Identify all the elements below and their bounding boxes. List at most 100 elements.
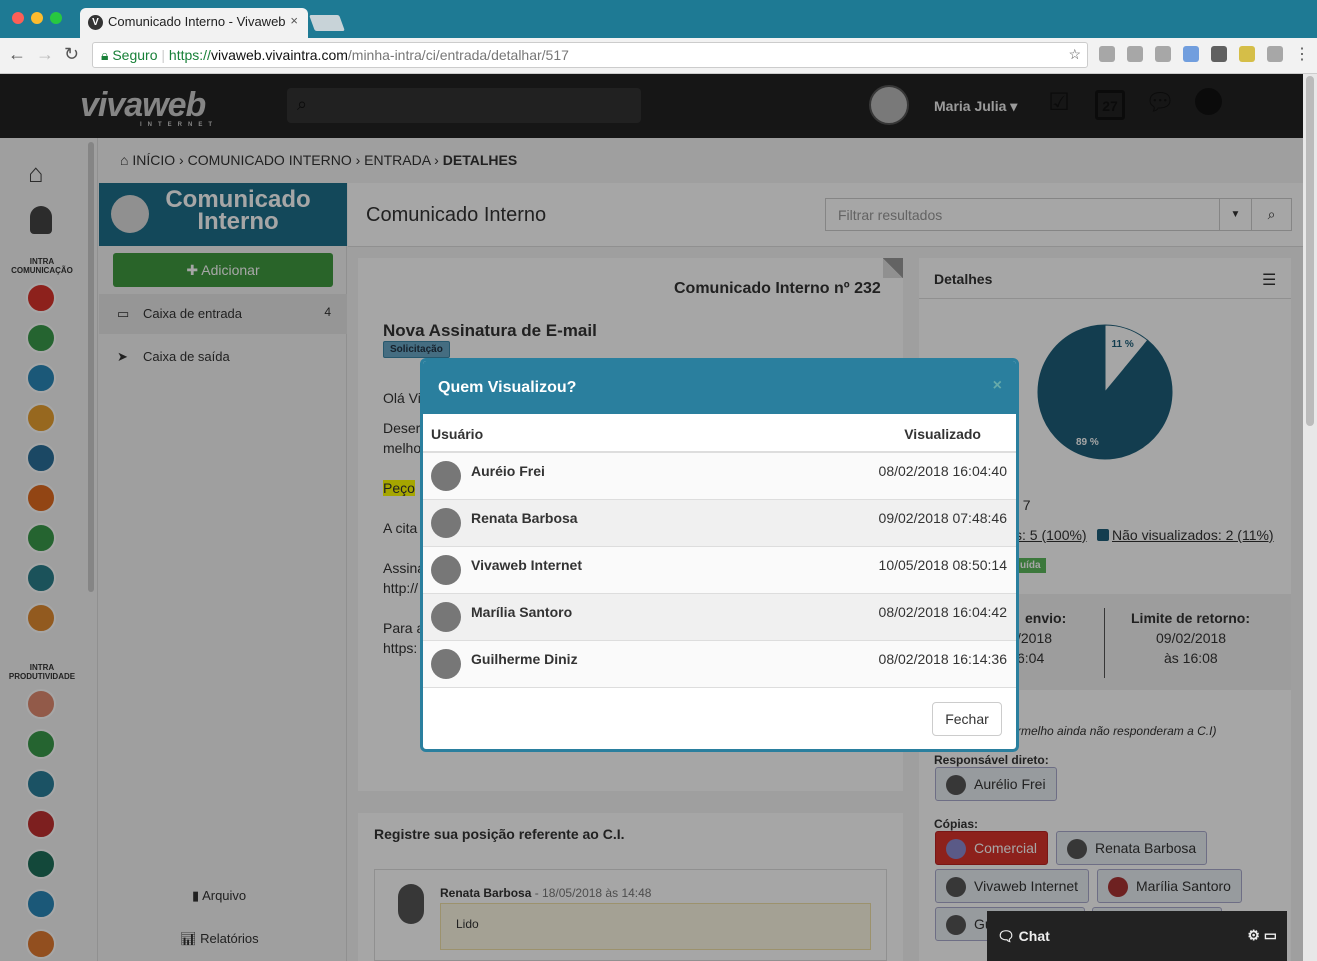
module-icon[interactable] bbox=[26, 689, 56, 719]
responsible-user[interactable]: Aurélio Frei bbox=[935, 767, 1057, 801]
calendar-icon[interactable]: 27 bbox=[1095, 90, 1125, 120]
chat-settings-icon: ⚙ ▭ bbox=[1247, 927, 1277, 943]
chat-bubbles-icon[interactable]: 💬︎ bbox=[1145, 89, 1176, 116]
secure-label: Seguro bbox=[112, 47, 158, 63]
module-icon[interactable] bbox=[26, 323, 56, 353]
extension-icon[interactable] bbox=[1183, 46, 1199, 62]
copy-user[interactable]: Renata Barbosa bbox=[1056, 831, 1208, 865]
breadcrumb-current: DETALHES bbox=[442, 152, 518, 168]
copy-user[interactable]: Marília Santoro bbox=[1097, 869, 1242, 903]
doc-line: A cita bbox=[383, 520, 418, 536]
minimize-window-button[interactable] bbox=[31, 12, 43, 24]
type-badge: Solicitação bbox=[383, 341, 450, 358]
bookmark-star-icon[interactable]: ☆ bbox=[1068, 46, 1081, 62]
breadcrumb-home[interactable]: INÍCIO bbox=[132, 152, 176, 168]
url-path: /minha-intra/ci/entrada/detalhar/517 bbox=[347, 47, 569, 63]
doc-line: melho bbox=[383, 440, 422, 456]
module-icon[interactable] bbox=[26, 403, 56, 433]
module-icon[interactable] bbox=[26, 849, 56, 879]
user-icon[interactable] bbox=[30, 206, 52, 234]
reload-icon[interactable]: ↻ bbox=[64, 44, 80, 64]
doc-link[interactable]: http:// bbox=[383, 580, 419, 596]
details-title: Detalhes bbox=[934, 271, 993, 287]
filter-search-button[interactable]: ⌕ bbox=[1251, 198, 1292, 231]
doc-line-highlight: Peço bbox=[383, 480, 415, 496]
tab-title: Comunicado Interno - Vivaweb bbox=[108, 14, 286, 29]
module-icon[interactable] bbox=[26, 363, 56, 393]
module-icon[interactable] bbox=[26, 729, 56, 759]
module-icon[interactable] bbox=[26, 483, 56, 513]
send-date: /2018 bbox=[1017, 630, 1053, 646]
back-icon[interactable]: ← bbox=[8, 44, 26, 64]
page-scrollbar[interactable] bbox=[1303, 74, 1317, 961]
forward-icon[interactable]: → bbox=[36, 44, 54, 64]
filter-dropdown-button[interactable]: ▼ bbox=[1219, 198, 1252, 231]
paper-plane-icon: ➤ bbox=[117, 349, 128, 364]
url-host: vivaweb.vivaintra.com bbox=[210, 47, 348, 63]
maximize-window-button[interactable] bbox=[50, 12, 62, 24]
extension-icon[interactable] bbox=[1127, 46, 1143, 62]
send-label: envio: bbox=[1025, 610, 1067, 626]
modal-header: Quem Visualizou? bbox=[423, 361, 1016, 414]
home-icon[interactable]: ⌂ bbox=[28, 158, 44, 188]
address-bar[interactable]: 🔒︎ Seguro | https://vivaweb.vivaintra.co… bbox=[92, 42, 1088, 68]
inbox-item[interactable]: ▭ Caixa de entrada 4 bbox=[99, 294, 347, 334]
archive-link[interactable]: ▮ Arquivo bbox=[192, 888, 247, 903]
legend-swatch bbox=[1097, 529, 1109, 541]
module-icon[interactable] bbox=[26, 603, 56, 633]
nav-scrollbar[interactable] bbox=[88, 142, 94, 592]
user-menu[interactable]: Maria Julia ▾ bbox=[934, 98, 1018, 114]
module-icon[interactable] bbox=[26, 889, 56, 919]
close-tab-icon[interactable]: × bbox=[290, 13, 298, 28]
avatar bbox=[398, 884, 424, 924]
avatar bbox=[431, 461, 461, 491]
global-search-input[interactable]: ⌕ bbox=[287, 88, 641, 123]
lock-icon: 🔒︎ bbox=[101, 47, 113, 63]
close-icon[interactable]: × bbox=[992, 377, 1002, 394]
extension-icon[interactable] bbox=[1099, 46, 1115, 62]
close-button[interactable]: Fechar bbox=[932, 702, 1002, 736]
chart-extension-icon[interactable] bbox=[1239, 46, 1255, 62]
reports-link[interactable]: 📊︎ Relatórios bbox=[180, 931, 259, 946]
tasks-check-icon[interactable]: ☑ bbox=[1048, 89, 1070, 116]
copy-user[interactable]: Vivaweb Internet bbox=[935, 869, 1090, 903]
module-icon[interactable] bbox=[26, 809, 56, 839]
close-window-button[interactable] bbox=[12, 12, 24, 24]
plus-icon: ✚ bbox=[186, 262, 202, 278]
checkbox-extension-icon[interactable] bbox=[1211, 46, 1227, 62]
user-name: Marília Santoro bbox=[471, 604, 573, 620]
extension-icon[interactable] bbox=[1267, 46, 1283, 62]
breadcrumb-ci[interactable]: COMUNICADO INTERNO bbox=[187, 152, 352, 168]
new-tab-button[interactable] bbox=[309, 15, 345, 31]
viewed-link[interactable]: s: 5 (100%) bbox=[1015, 527, 1087, 543]
browser-tab[interactable]: V Comunicado Interno - Vivaweb × bbox=[80, 8, 308, 38]
module-icon[interactable] bbox=[26, 283, 56, 313]
camera-extension-icon[interactable] bbox=[1155, 46, 1171, 62]
doc-link[interactable]: https: bbox=[383, 640, 418, 656]
outbox-item[interactable]: ➤ Caixa de saída bbox=[117, 349, 230, 364]
module-title: Comunicado Interno bbox=[165, 186, 311, 235]
filter-input[interactable]: Filtrar resultados bbox=[825, 198, 1220, 231]
views-donut-chart: 11 % 89 % bbox=[1037, 324, 1173, 460]
note: rmelho ainda não responderam a C.I) bbox=[1017, 724, 1217, 738]
donut-slice bbox=[1037, 324, 1173, 460]
add-button[interactable]: ✚ Adicionar bbox=[113, 253, 333, 287]
user-avatar[interactable] bbox=[869, 85, 909, 125]
not-viewed-link[interactable]: Não visualizados: 2 (11%) bbox=[1112, 527, 1274, 543]
module-icon[interactable] bbox=[26, 769, 56, 799]
module-icon[interactable] bbox=[26, 563, 56, 593]
hamburger-menu-icon[interactable]: ☰ bbox=[1262, 272, 1277, 289]
module-icon[interactable] bbox=[26, 929, 56, 959]
chrome-menu-icon[interactable]: ⋮ bbox=[1294, 46, 1310, 63]
viewed-date: 08/02/2018 16:04:40 bbox=[878, 463, 1007, 479]
limit-label: Limite de retorno: bbox=[1131, 610, 1251, 626]
user-name: Auréio Frei bbox=[471, 463, 545, 479]
chat-bar[interactable]: 🗨︎ Chat ⚙ ▭ bbox=[987, 911, 1287, 961]
globe-icon[interactable] bbox=[1195, 88, 1222, 115]
module-icon[interactable] bbox=[26, 523, 56, 553]
copy-group[interactable]: Comercial bbox=[935, 831, 1049, 865]
vivaweb-logo[interactable]: vivaweb INTERNET bbox=[80, 86, 218, 128]
breadcrumb: ⌂ INÍCIO › COMUNICADO INTERNO › ENTRADA … bbox=[120, 152, 518, 168]
breadcrumb-entrada[interactable]: ENTRADA bbox=[364, 152, 431, 168]
module-icon[interactable] bbox=[26, 443, 56, 473]
